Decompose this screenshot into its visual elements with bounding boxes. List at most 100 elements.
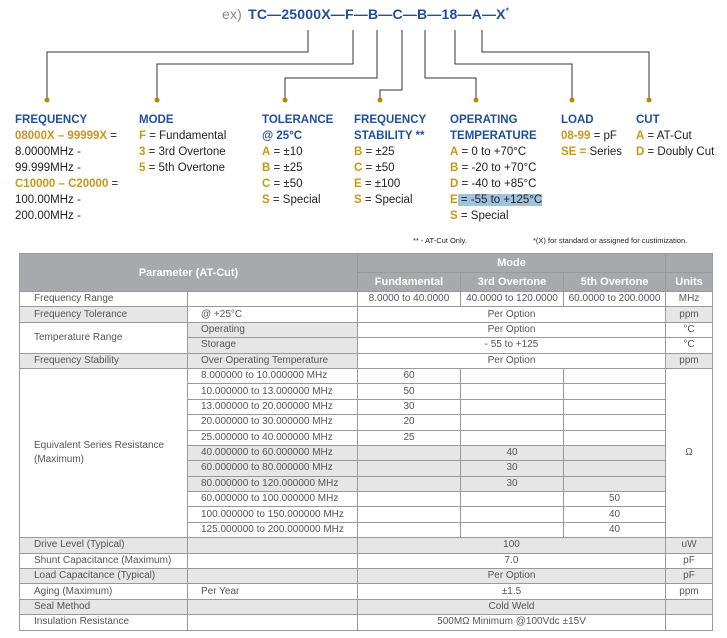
legend-option: D = Doubly Cut bbox=[636, 144, 714, 160]
cell: Per Option bbox=[356, 568, 667, 585]
cell: Cold Weld bbox=[356, 598, 667, 616]
option-code: 3 bbox=[139, 146, 146, 158]
legend-column: OPERATING TEMPERATURE A = 0 to +70°C B = -2… bbox=[450, 112, 543, 224]
row-label: Aging (Maximum) bbox=[19, 583, 188, 600]
option-value: = ±25 bbox=[362, 146, 395, 158]
legend-heading: @ 25°C bbox=[262, 130, 303, 142]
legend-column: FREQUENCY 08000X – 99999X = 8.0000MHz - 99.… bbox=[15, 112, 118, 224]
option-code: 08-99 bbox=[561, 130, 591, 142]
fifth-overtone-header: 5th Overtone bbox=[562, 272, 667, 292]
table-row: Insulation Resistance 500MΩ Minimum @100V… bbox=[19, 614, 714, 631]
esr-row: 125.000000 to 200.000000 MHz 40 bbox=[20, 521, 713, 539]
option-value: 99.999MHz - bbox=[15, 162, 81, 174]
frequency-range: 8.000000 to 10.000000 MHz bbox=[187, 367, 358, 385]
option-code: C bbox=[354, 162, 363, 174]
unit: uW bbox=[665, 537, 714, 554]
option-code: A bbox=[636, 130, 645, 142]
legend-heading: TOLERANCE bbox=[262, 114, 334, 126]
frequency-range: 25.000000 to 40.000000 MHz bbox=[187, 429, 358, 446]
legend-option: E = -55 to +125°C bbox=[450, 192, 543, 208]
option-value: = ±10 bbox=[270, 146, 303, 158]
option-value: = Special bbox=[269, 194, 321, 206]
fundamental-esr bbox=[357, 506, 461, 523]
option-value: = ±25 bbox=[270, 162, 303, 174]
option-code: 08000X – 99999X bbox=[15, 130, 108, 142]
legend-option: B = ±25 bbox=[262, 160, 333, 176]
row-condition: @ +25°C bbox=[187, 306, 358, 323]
table-row: Seal Method Cold Weld bbox=[19, 598, 714, 616]
esr-row: 20.000000 to 30.000000 MHz 20 bbox=[20, 414, 713, 431]
table-row: Aging (Maximum) Per Year ±1.5 ppm bbox=[19, 583, 714, 600]
row-label: Insulation Resistance bbox=[19, 614, 188, 631]
unit: °C bbox=[665, 337, 714, 354]
cell: Per Option bbox=[356, 352, 667, 369]
third-overtone-esr: 30 bbox=[460, 475, 564, 493]
frequency-range: 80.000000 to 120.000000 MHz bbox=[187, 475, 358, 493]
legend-column: CUT A = AT-Cut D = Doubly Cut bbox=[636, 112, 714, 160]
legend-option: 8.0000MHz - bbox=[15, 144, 118, 160]
fifth-overtone-esr bbox=[562, 414, 667, 431]
legend-option: S = Special bbox=[450, 208, 542, 224]
option-value: Series bbox=[586, 146, 623, 158]
option-code: D bbox=[636, 146, 645, 158]
fundamental-esr bbox=[357, 460, 461, 477]
option-code: A bbox=[450, 146, 459, 158]
units-header: Units bbox=[665, 272, 714, 292]
frequency-range: 20.000000 to 30.000000 MHz bbox=[187, 414, 358, 431]
option-value: = ±50 bbox=[362, 162, 395, 174]
option-value: = -55 to +125°C bbox=[457, 194, 543, 206]
third-overtone-header: 3rd Overtone bbox=[460, 272, 564, 292]
row-condition: Over Operating Temperature bbox=[187, 352, 358, 369]
legend-option: D = -40 to +85°C bbox=[450, 176, 542, 192]
legend-heading: TEMPERATURE bbox=[450, 130, 537, 142]
frequency-range: 60.000000 to 80.000000 MHz bbox=[187, 460, 358, 477]
part-code-asterisk: * bbox=[505, 6, 510, 16]
option-code: SE = bbox=[561, 146, 587, 158]
option-code: S bbox=[262, 194, 270, 206]
legend-heading: OPERATING bbox=[450, 114, 518, 126]
cell: Per Option bbox=[356, 321, 667, 339]
option-code: C bbox=[262, 178, 271, 190]
fundamental-esr: 30 bbox=[357, 398, 461, 416]
legend-option: A = ±10 bbox=[262, 144, 333, 160]
legend-column: FREQUENCY STABILITY ** B = ±25 C = ±50 E = ±… bbox=[354, 112, 426, 208]
legend-heading: MODE bbox=[139, 114, 174, 126]
legend-column: MODE F = Fundamental 3 = 3rd Overtone 5 = 5… bbox=[139, 112, 226, 176]
x-note: *(X) for standard or assigned for custim… bbox=[533, 236, 688, 245]
table-row: Frequency Tolerance @ +25°C Per Option ppm bbox=[19, 306, 714, 323]
part-number-example: ex) TC—25000X—F—B—C—B—18—A—X* bbox=[222, 6, 509, 22]
option-value: = -40 to +85°C bbox=[458, 178, 537, 190]
unit: pF bbox=[665, 552, 714, 570]
legend-heading: STABILITY ** bbox=[354, 130, 425, 142]
third-overtone-esr bbox=[460, 506, 564, 523]
table-row: Drive Level (Typical) 100 uW bbox=[19, 537, 714, 554]
frequency-range: 10.000000 to 13.000000 MHz bbox=[187, 383, 358, 400]
option-value: 200.00MHz - bbox=[15, 210, 81, 222]
fundamental-esr bbox=[357, 444, 461, 462]
fifth-overtone-esr bbox=[562, 398, 667, 416]
option-value: = Special bbox=[457, 210, 509, 222]
fundamental-esr: 25 bbox=[357, 429, 461, 446]
option-code: A bbox=[262, 146, 271, 158]
legend-option: SE = Series bbox=[561, 144, 622, 160]
unit: pF bbox=[665, 568, 714, 585]
unit: ppm bbox=[665, 306, 714, 323]
legend-heading: FREQUENCY bbox=[15, 114, 88, 126]
row-label: Temperature Range bbox=[19, 321, 188, 354]
unit: MHz bbox=[665, 290, 714, 308]
third-overtone-esr bbox=[460, 491, 564, 508]
esr-row: Equivalent Series Resistance (Maximum) 8.… bbox=[19, 367, 714, 539]
fundamental-esr: 20 bbox=[357, 414, 461, 431]
option-value: = Fundamental bbox=[146, 130, 227, 142]
cell: 8.0000 to 40.0000 bbox=[357, 290, 461, 308]
parameter-header: Parameter (AT-Cut) bbox=[19, 253, 358, 292]
cell: 500MΩ Minimum @100Vdc ±15V bbox=[356, 614, 667, 631]
cell: Per Option bbox=[356, 306, 667, 323]
option-code: F bbox=[139, 130, 147, 142]
legend-column: TOLERANCE @ 25°C A = ±10 B = ±25 C = ±50 S = … bbox=[262, 112, 333, 208]
legend-option: E = ±100 bbox=[354, 176, 426, 192]
option-code: E bbox=[354, 178, 362, 190]
esr-row: 13.000000 to 20.000000 MHz 30 bbox=[20, 398, 713, 416]
row-condition: Per Year bbox=[187, 583, 358, 600]
esr-row: 40.000000 to 60.000000 MHz 40 bbox=[20, 444, 713, 462]
